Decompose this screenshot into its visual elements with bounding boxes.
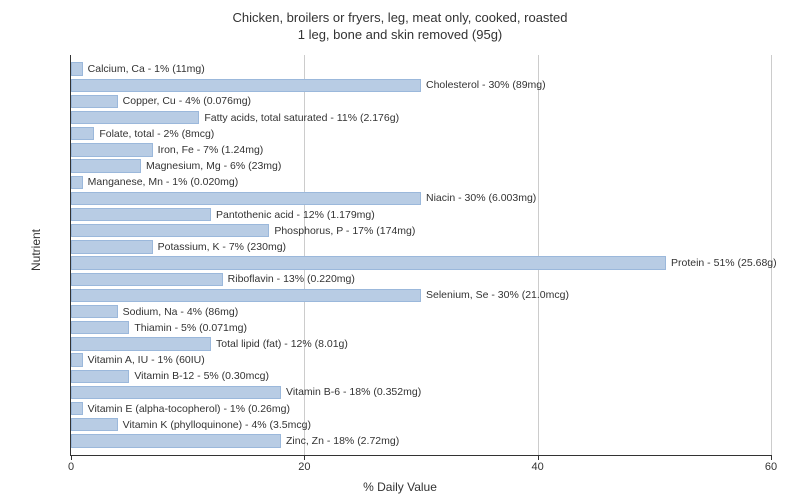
x-tick-label: 0 [68, 461, 74, 473]
bar-label: Niacin - 30% (6.003mg) [420, 192, 536, 204]
plot-area: 0204060Calcium, Ca - 1% (11mg)Cholestero… [70, 55, 771, 456]
bar-label: Protein - 51% (25.68g) [665, 257, 777, 269]
nutrient-bar: Vitamin B-6 - 18% (0.352mg) [71, 386, 281, 399]
nutrient-chart: Chicken, broilers or fryers, leg, meat o… [0, 0, 800, 500]
bar-label: Manganese, Mn - 1% (0.020mg) [82, 176, 239, 188]
nutrient-bar: Thiamin - 5% (0.071mg) [71, 321, 129, 334]
nutrient-bar: Total lipid (fat) - 12% (8.01g) [71, 337, 211, 350]
nutrient-bar: Vitamin E (alpha-tocopherol) - 1% (0.26m… [71, 402, 83, 415]
nutrient-bar: Selenium, Se - 30% (21.0mcg) [71, 289, 421, 302]
bar-label: Vitamin A, IU - 1% (60IU) [82, 354, 205, 366]
nutrient-bar: Phosphorus, P - 17% (174mg) [71, 224, 269, 237]
gridline [538, 55, 539, 455]
bar-label: Potassium, K - 7% (230mg) [152, 241, 286, 253]
bar-label: Calcium, Ca - 1% (11mg) [82, 63, 205, 75]
x-axis-label: % Daily Value [363, 480, 437, 494]
nutrient-bar: Calcium, Ca - 1% (11mg) [71, 62, 83, 75]
x-tick-mark [771, 455, 772, 460]
nutrient-bar: Potassium, K - 7% (230mg) [71, 240, 153, 253]
bar-label: Folate, total - 2% (8mcg) [93, 128, 214, 140]
bar-label: Fatty acids, total saturated - 11% (2.17… [198, 112, 399, 124]
bar-label: Phosphorus, P - 17% (174mg) [268, 225, 415, 237]
nutrient-bar: Cholesterol - 30% (89mg) [71, 79, 421, 92]
x-tick-label: 40 [532, 461, 544, 473]
bar-label: Total lipid (fat) - 12% (8.01g) [210, 338, 348, 350]
bar-label: Zinc, Zn - 18% (2.72mg) [280, 435, 399, 447]
gridline [771, 55, 772, 455]
y-axis-label: Nutrient [29, 229, 43, 271]
nutrient-bar: Vitamin K (phylloquinone) - 4% (3.5mcg) [71, 418, 118, 431]
x-tick-label: 20 [298, 461, 310, 473]
bar-label: Vitamin E (alpha-tocopherol) - 1% (0.26m… [82, 403, 290, 415]
nutrient-bar: Vitamin B-12 - 5% (0.30mcg) [71, 370, 129, 383]
title-line-1: Chicken, broilers or fryers, leg, meat o… [232, 10, 567, 25]
bar-label: Vitamin B-12 - 5% (0.30mcg) [128, 370, 269, 382]
nutrient-bar: Pantothenic acid - 12% (1.179mg) [71, 208, 211, 221]
bar-label: Copper, Cu - 4% (0.076mg) [117, 95, 251, 107]
bar-label: Cholesterol - 30% (89mg) [420, 79, 546, 91]
nutrient-bar: Iron, Fe - 7% (1.24mg) [71, 143, 153, 156]
bar-label: Iron, Fe - 7% (1.24mg) [152, 144, 264, 156]
nutrient-bar: Copper, Cu - 4% (0.076mg) [71, 95, 118, 108]
bar-label: Thiamin - 5% (0.071mg) [128, 322, 247, 334]
nutrient-bar: Magnesium, Mg - 6% (23mg) [71, 159, 141, 172]
x-tick-label: 60 [765, 461, 777, 473]
bar-label: Vitamin K (phylloquinone) - 4% (3.5mcg) [117, 419, 311, 431]
x-tick-mark [538, 455, 539, 460]
nutrient-bar: Fatty acids, total saturated - 11% (2.17… [71, 111, 199, 124]
nutrient-bar: Manganese, Mn - 1% (0.020mg) [71, 176, 83, 189]
bar-label: Vitamin B-6 - 18% (0.352mg) [280, 386, 421, 398]
nutrient-bar: Zinc, Zn - 18% (2.72mg) [71, 434, 281, 447]
bar-label: Sodium, Na - 4% (86mg) [117, 306, 239, 318]
nutrient-bar: Folate, total - 2% (8mcg) [71, 127, 94, 140]
nutrient-bar: Protein - 51% (25.68g) [71, 256, 666, 269]
nutrient-bar: Niacin - 30% (6.003mg) [71, 192, 421, 205]
bar-label: Riboflavin - 13% (0.220mg) [222, 273, 355, 285]
nutrient-bar: Vitamin A, IU - 1% (60IU) [71, 353, 83, 366]
title-line-2: 1 leg, bone and skin removed (95g) [298, 27, 503, 42]
nutrient-bar: Riboflavin - 13% (0.220mg) [71, 273, 223, 286]
x-tick-mark [71, 455, 72, 460]
bar-label: Pantothenic acid - 12% (1.179mg) [210, 209, 375, 221]
nutrient-bar: Sodium, Na - 4% (86mg) [71, 305, 118, 318]
bar-label: Magnesium, Mg - 6% (23mg) [140, 160, 281, 172]
bar-label: Selenium, Se - 30% (21.0mcg) [420, 289, 569, 301]
x-tick-mark [304, 455, 305, 460]
chart-title: Chicken, broilers or fryers, leg, meat o… [0, 0, 800, 44]
